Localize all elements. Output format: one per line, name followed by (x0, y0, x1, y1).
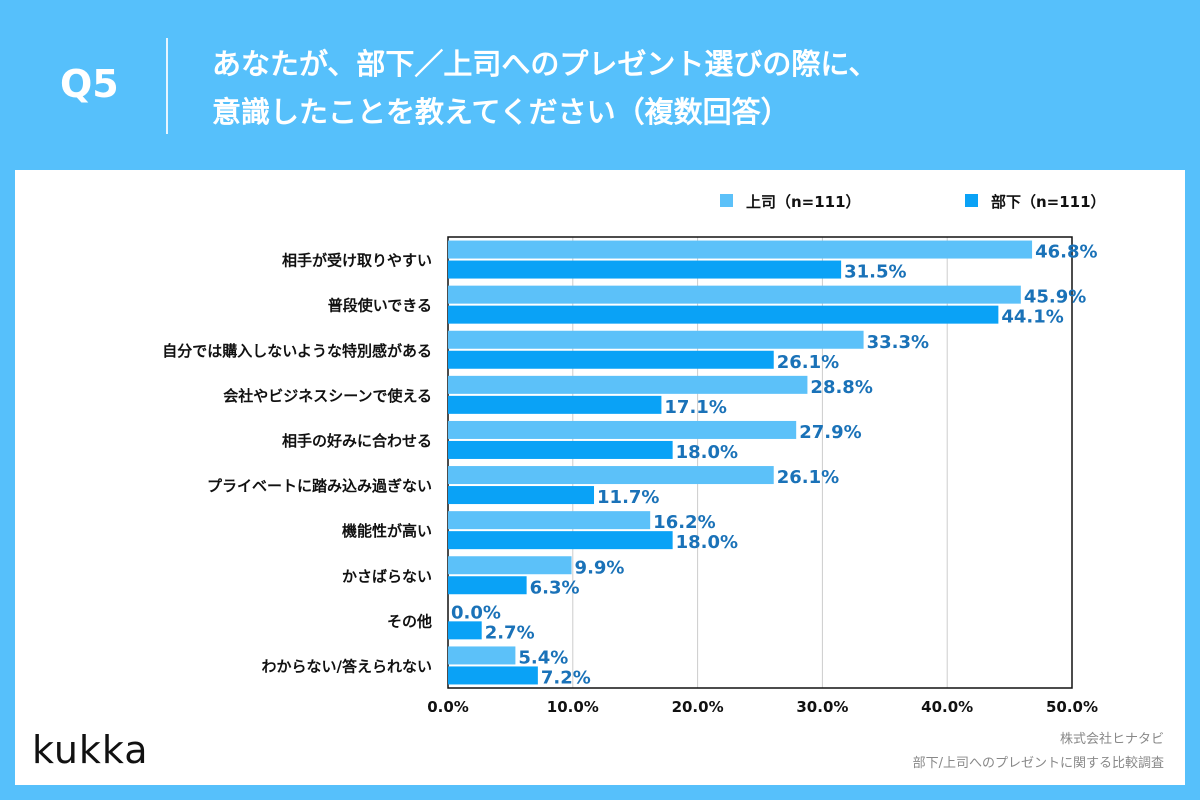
data-label: 26.1% (777, 352, 839, 373)
bar-buka (448, 395, 662, 414)
bar-joshi (448, 646, 516, 665)
x-tick-label: 30.0% (796, 698, 848, 716)
bar-buka (448, 260, 842, 279)
x-tick-label: 40.0% (921, 698, 973, 716)
data-label: 18.0% (676, 532, 738, 553)
x-tick-label: 0.0% (427, 698, 469, 716)
bar-joshi (448, 511, 651, 530)
category-label: 普段使いできる (328, 297, 432, 315)
bar-buka (448, 531, 673, 550)
kukka-logo: kukka (32, 728, 149, 772)
bar-joshi (448, 330, 864, 349)
data-label: 26.1% (777, 467, 839, 488)
data-label: 28.8% (810, 377, 872, 398)
data-label: 31.5% (844, 262, 906, 283)
bar-buka (448, 350, 774, 369)
data-label: 11.7% (597, 487, 659, 508)
category-label: かさばらない (342, 567, 432, 585)
legend-label: 部下（n=111） (991, 193, 1106, 211)
plot-border (447, 236, 1073, 689)
divider (166, 38, 168, 134)
data-label: 44.1% (1001, 307, 1063, 328)
bar-buka (448, 576, 527, 595)
bar-joshi (448, 466, 774, 485)
bar-joshi (448, 285, 1021, 304)
data-label: 2.7% (485, 622, 535, 643)
legend-label: 上司（n=111） (746, 193, 861, 211)
bar-buka (448, 440, 673, 459)
title-line-1: あなたが、部下／上司へのプレゼント選びの際に、 (212, 47, 878, 81)
data-label: 27.9% (799, 422, 861, 443)
title-line-2: 意識したことを教えてください（複数回答） (212, 95, 790, 129)
legend-swatch (720, 194, 733, 207)
category-label: その他 (387, 612, 432, 630)
data-label: 46.8% (1035, 242, 1097, 263)
credit-company: 株式会社ヒナタビ (1059, 732, 1164, 747)
data-label: 33.3% (867, 332, 929, 353)
x-tick-label: 20.0% (672, 698, 724, 716)
chart-title: あなたが、部下／上司へのプレゼント選びの際に、 意識したことを教えてください（複… (212, 40, 878, 136)
category-label: プライベートに踏み込み過ぎない (207, 477, 432, 495)
category-label: 機能性が高い (342, 522, 432, 540)
bar-buka (448, 305, 999, 324)
x-tick-label: 10.0% (547, 698, 599, 716)
question-number: Q5 (60, 62, 119, 106)
credit-survey: 部下/上司へのプレゼントに関する比較調査 (912, 756, 1164, 771)
data-label: 9.9% (575, 557, 625, 578)
bar-joshi (448, 375, 808, 394)
bar-buka (448, 621, 482, 640)
category-label: わからない/答えられない (262, 657, 432, 675)
data-label: 7.2% (541, 667, 591, 688)
bar-buka (448, 486, 595, 505)
data-label: 16.2% (653, 512, 715, 533)
x-tick-label: 50.0% (1046, 698, 1098, 716)
category-label: 自分では購入しないような特別感がある (162, 342, 432, 360)
bar-joshi (448, 556, 572, 575)
category-label: 会社やビジネスシーンで使える (223, 387, 432, 405)
bar-buka (448, 666, 538, 685)
data-label: 5.4% (518, 647, 568, 668)
bar-joshi (448, 420, 797, 439)
data-label: 6.3% (530, 577, 580, 598)
data-label: 18.0% (676, 442, 738, 463)
data-label: 17.1% (664, 397, 726, 418)
data-label: 0.0% (451, 602, 501, 623)
category-label: 相手が受け取りやすい (282, 252, 432, 270)
bar-joshi (448, 240, 1033, 259)
data-label: 45.9% (1024, 287, 1086, 308)
legend-swatch (965, 194, 978, 207)
category-label: 相手の好みに合わせる (282, 432, 432, 450)
